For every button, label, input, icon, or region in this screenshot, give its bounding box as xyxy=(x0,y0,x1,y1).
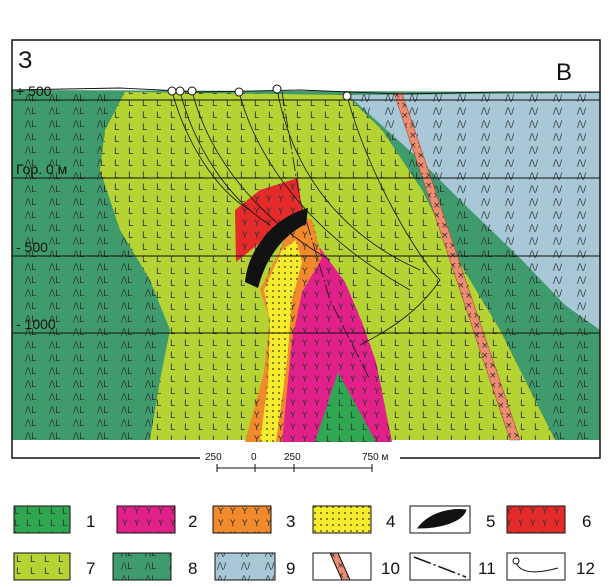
legend-label: 1 xyxy=(86,512,95,531)
level-label: - 1000 xyxy=(16,316,56,332)
west-label: З xyxy=(18,47,33,74)
legend-swatch xyxy=(14,506,70,533)
legend-swatch xyxy=(113,553,171,580)
legend-label: 3 xyxy=(286,512,295,531)
legend-label: 5 xyxy=(486,512,495,531)
level-label: + 500 xyxy=(16,83,52,99)
legend-label: 11 xyxy=(478,559,496,578)
legend-label: 10 xyxy=(381,559,400,578)
section-body: З В + 500 Гор. 0 м - 500 - 1000 250 0 25… xyxy=(12,40,600,474)
legend-label: 2 xyxy=(188,512,197,531)
level-label: Гор. 0 м xyxy=(16,161,67,177)
legend-swatch xyxy=(507,506,565,533)
legend-swatch xyxy=(213,506,271,533)
geologic-section: L /\L /\/ Y Y Y L × З В + 500 Гор. 0 м -… xyxy=(0,0,614,587)
east-label: В xyxy=(556,59,572,86)
scale-label: 250 xyxy=(205,452,222,463)
scale-label: 0 xyxy=(251,452,257,463)
legend-swatch xyxy=(14,553,70,580)
legend-swatch xyxy=(117,506,175,533)
legend-label: 8 xyxy=(188,559,197,578)
level-label: - 500 xyxy=(16,239,48,255)
legend-label: 4 xyxy=(386,512,395,531)
scale-label: 750 м xyxy=(362,452,388,463)
legend-swatch xyxy=(215,553,275,580)
legend-label: 12 xyxy=(576,559,595,578)
scale-label: 250 xyxy=(284,452,301,463)
legend-label: 6 xyxy=(582,512,591,531)
legend-swatch xyxy=(507,553,565,580)
legend-label: 7 xyxy=(86,559,95,578)
legend-label: 9 xyxy=(286,559,295,578)
legend-swatch xyxy=(313,506,371,533)
legend-icon xyxy=(513,558,519,564)
